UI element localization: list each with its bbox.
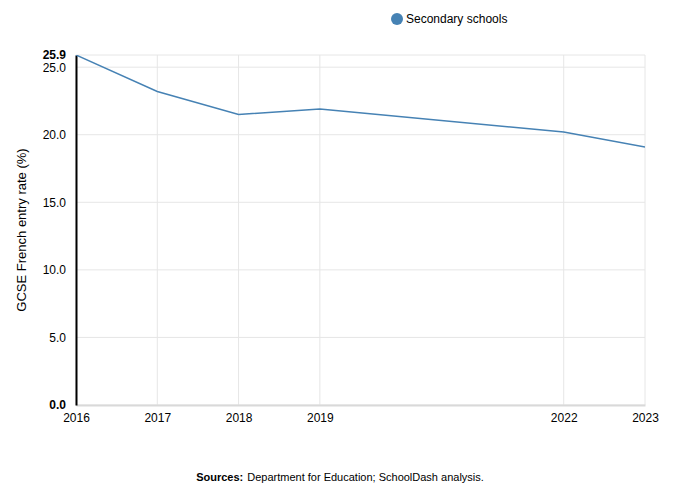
grid-line-y [76, 55, 645, 56]
x-tick: 2022 [551, 405, 578, 425]
grid-line-y [76, 405, 645, 406]
legend-label: Secondary schools [406, 12, 507, 26]
x-tick-label: 2019 [307, 411, 334, 425]
plot: 2016 2017 2018 2019 2022 2023 0.0 5.0 10.0 15.0 20… [43, 48, 660, 424]
x-tick-label: 2022 [551, 411, 578, 425]
x-axis-line [77, 405, 646, 407]
y-tick-label: 20.0 [43, 128, 67, 142]
y-tick-label: 0.0 [49, 398, 66, 412]
x-tick-label: 2023 [632, 411, 659, 425]
y-tick: 25.9 [43, 48, 76, 62]
x-tick: 2017 [144, 405, 171, 425]
grid-line-x [563, 55, 564, 405]
x-tick-label: 2016 [63, 411, 90, 425]
grid-line-y [76, 134, 645, 135]
y-tick: 5.0 [49, 331, 76, 345]
y-axis-title: GCSE French entry rate (%) [14, 148, 29, 311]
y-axis-line [76, 56, 78, 406]
legend: Secondary schools [391, 12, 507, 26]
y-tick: 0.0 [49, 398, 76, 412]
grid-line-y [76, 67, 645, 68]
grid-line-x [238, 55, 239, 405]
y-tick-label: 25.9 [43, 48, 67, 62]
y-tick: 10.0 [43, 263, 76, 277]
grid-line-x [157, 55, 158, 405]
source: Sources: Department for Education; School… [196, 471, 484, 483]
grid [76, 55, 645, 405]
legend-marker [391, 13, 403, 25]
x-tick: 2018 [226, 405, 253, 425]
series-line [76, 55, 645, 147]
series-group [76, 55, 645, 147]
y-tick: 25.0 [43, 61, 76, 75]
source-text: Department for Education; SchoolDash ana… [247, 471, 484, 483]
grid-line-x [645, 55, 646, 405]
x-tick-label: 2018 [226, 411, 253, 425]
grid-line-y [76, 202, 645, 203]
source-label: Sources: [196, 471, 243, 483]
y-tick-label: 10.0 [43, 263, 67, 277]
x-tick: 2019 [307, 405, 334, 425]
x-tick: 2023 [632, 405, 659, 425]
x-tick: 2016 [63, 405, 90, 425]
y-axis: 0.0 5.0 10.0 15.0 20.0 25.025.9 [43, 48, 77, 412]
x-tick-label: 2017 [144, 411, 171, 425]
x-axis: 2016 2017 2018 2019 2022 2023 [63, 405, 659, 425]
grid-line-x [319, 55, 320, 405]
y-tick-label: 25.0 [43, 61, 67, 75]
y-tick-label: 15.0 [43, 196, 67, 210]
grid-line-y [76, 269, 645, 270]
grid-line-y [76, 337, 645, 338]
grid-line-x [76, 55, 77, 405]
y-tick: 20.0 [43, 128, 76, 142]
y-tick: 15.0 [43, 196, 76, 210]
y-tick-label: 5.0 [49, 331, 66, 345]
